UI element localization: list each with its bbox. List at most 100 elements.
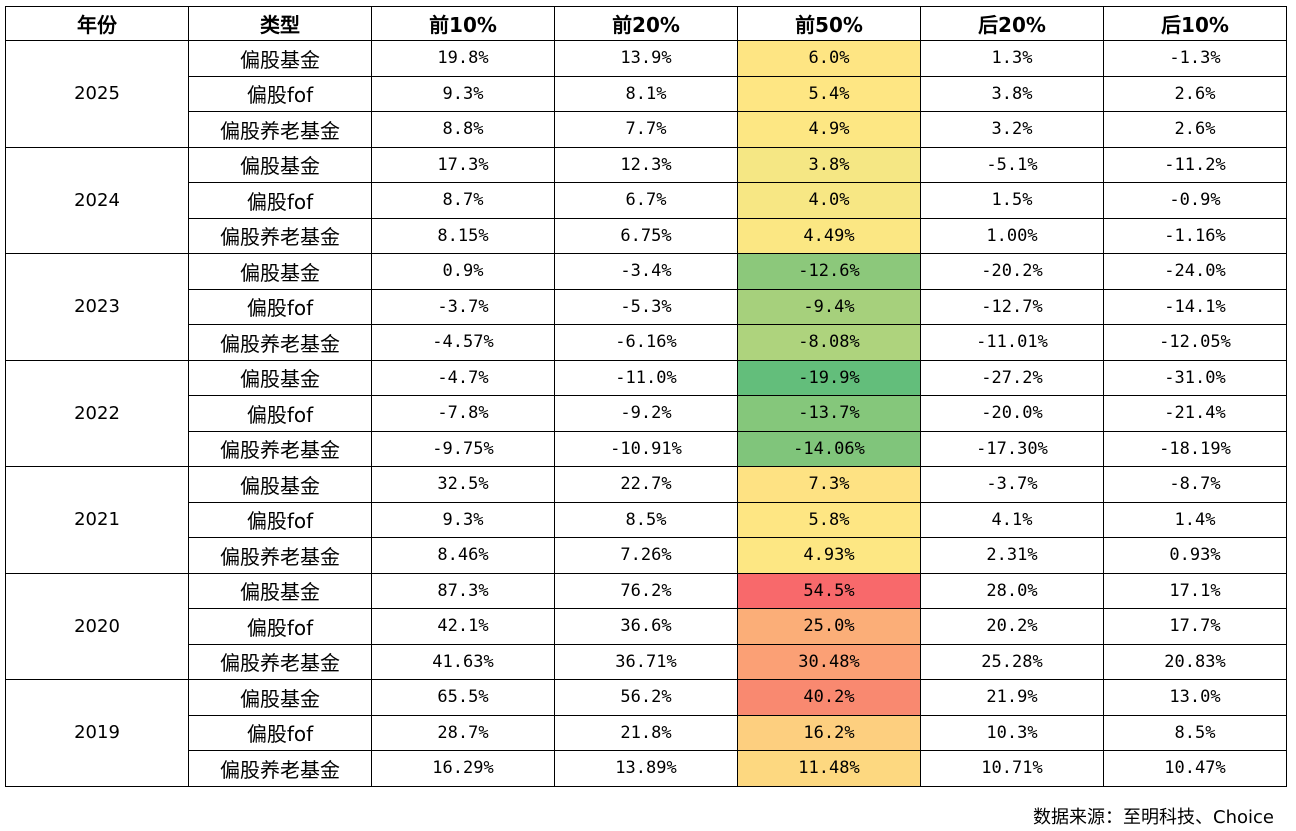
value-cell-bottom20: 3.2% xyxy=(920,111,1104,148)
value-cell-bottom10: -24.0% xyxy=(1103,253,1287,290)
value-cell-top10: 41.63% xyxy=(371,643,555,680)
value-cell-top10: 9.3% xyxy=(371,75,555,112)
year-cell: 2019 xyxy=(5,679,189,787)
fund-type-cell: 偏股fof xyxy=(188,501,372,538)
table-row: 偏股养老基金 8.46% 7.26% 4.93% 2.31% 0.93% xyxy=(6,537,1287,574)
value-cell-top10: 17.3% xyxy=(371,146,555,183)
value-cell-top20: 8.5% xyxy=(554,501,738,538)
header-top10: 前10% xyxy=(371,6,555,41)
header-year: 年份 xyxy=(5,6,189,41)
table-row: 偏股fof -3.7% -5.3% -9.4% -12.7% -14.1% xyxy=(6,288,1287,325)
value-cell-top50: 54.5% xyxy=(737,572,921,609)
header-top20: 前20% xyxy=(554,6,738,41)
value-cell-bottom10: -21.4% xyxy=(1103,395,1287,432)
value-cell-bottom10: 0.93% xyxy=(1103,537,1287,574)
value-cell-bottom20: 20.2% xyxy=(920,608,1104,645)
value-cell-top50: 30.48% xyxy=(737,643,921,680)
value-cell-top50: 4.49% xyxy=(737,217,921,254)
value-cell-top50: -8.08% xyxy=(737,324,921,361)
value-cell-top50: 5.8% xyxy=(737,501,921,538)
value-cell-bottom10: -8.7% xyxy=(1103,466,1287,503)
value-cell-top50: 5.4% xyxy=(737,75,921,112)
value-cell-top10: -3.7% xyxy=(371,288,555,325)
fund-type-cell: 偏股基金 xyxy=(188,359,372,396)
value-cell-bottom10: 10.47% xyxy=(1103,750,1287,787)
value-cell-bottom10: 17.7% xyxy=(1103,608,1287,645)
value-cell-top20: 13.9% xyxy=(554,40,738,77)
value-cell-bottom20: 4.1% xyxy=(920,501,1104,538)
value-cell-top20: 12.3% xyxy=(554,146,738,183)
year-cell: 2020 xyxy=(5,572,189,680)
value-cell-top50: 40.2% xyxy=(737,679,921,716)
fund-type-cell: 偏股fof xyxy=(188,182,372,219)
fund-type-cell: 偏股fof xyxy=(188,288,372,325)
fund-type-cell: 偏股基金 xyxy=(188,253,372,290)
table-row: 2022 偏股基金 -4.7% -11.0% -19.9% -27.2% -31.0% xyxy=(5,359,1287,467)
value-cell-top20: 7.7% xyxy=(554,111,738,148)
value-cell-top10: 8.46% xyxy=(371,537,555,574)
table-row: 偏股养老基金 8.15% 6.75% 4.49% 1.00% -1.16% xyxy=(6,217,1287,254)
value-cell-top50: -14.06% xyxy=(737,430,921,467)
value-cell-bottom10: 2.6% xyxy=(1103,75,1287,112)
value-cell-bottom10: 13.0% xyxy=(1103,679,1287,716)
value-cell-top20: 36.6% xyxy=(554,608,738,645)
value-cell-top20: 21.8% xyxy=(554,714,738,751)
year-cell: 2022 xyxy=(5,359,189,467)
value-cell-top20: -10.91% xyxy=(554,430,738,467)
value-cell-top50: 3.8% xyxy=(737,146,921,183)
table-row: 偏股fof 9.3% 8.5% 5.8% 4.1% 1.4% xyxy=(6,501,1287,538)
value-cell-bottom10: 1.4% xyxy=(1103,501,1287,538)
value-cell-top20: -9.2% xyxy=(554,395,738,432)
value-cell-top50: 25.0% xyxy=(737,608,921,645)
value-cell-bottom20: -12.7% xyxy=(920,288,1104,325)
fund-type-cell: 偏股基金 xyxy=(188,40,372,77)
value-cell-top20: 7.26% xyxy=(554,537,738,574)
header-type: 类型 xyxy=(188,6,372,41)
year-cell: 2025 xyxy=(5,40,189,148)
value-cell-bottom20: -11.01% xyxy=(920,324,1104,361)
value-cell-bottom10: 20.83% xyxy=(1103,643,1287,680)
value-cell-bottom10: -12.05% xyxy=(1103,324,1287,361)
value-cell-top50: -19.9% xyxy=(737,359,921,396)
value-cell-bottom10: -0.9% xyxy=(1103,182,1287,219)
table-row: 偏股fof 42.1% 36.6% 25.0% 20.2% 17.7% xyxy=(6,608,1287,645)
value-cell-bottom10: -31.0% xyxy=(1103,359,1287,396)
value-cell-bottom20: -20.2% xyxy=(920,253,1104,290)
table-row: 偏股养老基金 8.8% 7.7% 4.9% 3.2% 2.6% xyxy=(6,111,1287,148)
value-cell-top10: 16.29% xyxy=(371,750,555,787)
table-row: 偏股fof 8.7% 6.7% 4.0% 1.5% -0.9% xyxy=(6,182,1287,219)
value-cell-top10: 0.9% xyxy=(371,253,555,290)
value-cell-bottom20: 10.3% xyxy=(920,714,1104,751)
value-cell-top10: 8.7% xyxy=(371,182,555,219)
value-cell-top50: 4.93% xyxy=(737,537,921,574)
value-cell-top50: 6.0% xyxy=(737,40,921,77)
value-cell-bottom10: 17.1% xyxy=(1103,572,1287,609)
value-cell-top10: 28.7% xyxy=(371,714,555,751)
value-cell-top20: -6.16% xyxy=(554,324,738,361)
table-row: 偏股养老基金 -4.57% -6.16% -8.08% -11.01% -12.05% xyxy=(6,324,1287,361)
table-row: 偏股fof 9.3% 8.1% 5.4% 3.8% 2.6% xyxy=(6,75,1287,112)
fund-type-cell: 偏股养老基金 xyxy=(188,217,372,254)
value-cell-bottom20: 1.5% xyxy=(920,182,1104,219)
value-cell-bottom20: -3.7% xyxy=(920,466,1104,503)
value-cell-bottom20: -5.1% xyxy=(920,146,1104,183)
value-cell-top10: 42.1% xyxy=(371,608,555,645)
header-row: 年份 类型 前10% 前20% 前50% 后20% 后10% xyxy=(5,6,1287,41)
fund-type-cell: 偏股养老基金 xyxy=(188,537,372,574)
value-cell-top10: 8.8% xyxy=(371,111,555,148)
value-cell-top50: -13.7% xyxy=(737,395,921,432)
table-row: 偏股fof 28.7% 21.8% 16.2% 10.3% 8.5% xyxy=(6,714,1287,751)
fund-returns-table: 年份 类型 前10% 前20% 前50% 后20% 后10% 2025 偏股基金 1… xyxy=(5,6,1287,787)
value-cell-top10: -7.8% xyxy=(371,395,555,432)
header-bottom10: 后10% xyxy=(1103,6,1287,41)
table-row: 偏股养老基金 -9.75% -10.91% -14.06% -17.30% -18.19% xyxy=(6,430,1287,467)
value-cell-top20: 22.7% xyxy=(554,466,738,503)
value-cell-top10: 32.5% xyxy=(371,466,555,503)
source-note: 数据来源：至明科技、Choice xyxy=(1033,807,1274,828)
value-cell-top20: -3.4% xyxy=(554,253,738,290)
value-cell-bottom20: -20.0% xyxy=(920,395,1104,432)
fund-type-cell: 偏股基金 xyxy=(188,146,372,183)
returns-table-container: 年份 类型 前10% 前20% 前50% 后20% 后10% 2025 偏股基金 1… xyxy=(5,6,1287,787)
table-row: 2020 偏股基金 87.3% 76.2% 54.5% 28.0% 17.1% xyxy=(5,572,1287,680)
fund-type-cell: 偏股养老基金 xyxy=(188,750,372,787)
